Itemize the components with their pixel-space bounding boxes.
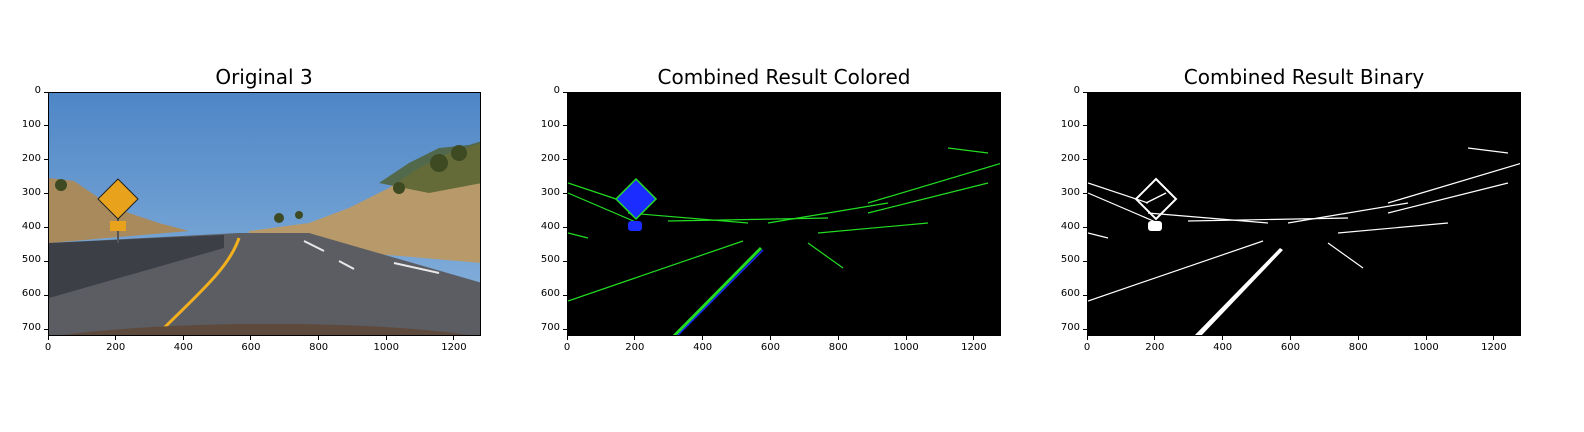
- y-tick-mark: [1083, 159, 1087, 161]
- y-tick-label: 300: [540, 186, 560, 198]
- x-tick-label: 1000: [893, 342, 919, 353]
- y-tick-mark: [563, 328, 567, 330]
- x-tick-label: 800: [309, 342, 329, 353]
- y-tick-label: 200: [540, 152, 560, 164]
- x-tick-label: 0: [1083, 342, 1091, 353]
- y-tick-mark: [563, 159, 567, 161]
- y-tick-mark: [1083, 227, 1087, 229]
- y-tick-mark: [44, 227, 48, 229]
- image-original: [48, 92, 481, 336]
- x-tick-mark: [769, 336, 771, 340]
- y-tick-mark: [44, 159, 48, 161]
- y-tick-mark: [44, 125, 48, 127]
- panel-binary: Combined Result Binary: [1087, 65, 1521, 336]
- panel-original: Original 3: [48, 65, 481, 336]
- panel-colored: Combined Result Colored: [567, 65, 1001, 336]
- x-tick-label: 600: [1280, 342, 1300, 353]
- x-tick-mark: [318, 336, 320, 340]
- x-tick-label: 1200: [961, 342, 987, 353]
- y-tick-label: 600: [21, 288, 41, 300]
- y-tick-mark: [563, 91, 567, 93]
- y-tick-label: 500: [1060, 254, 1080, 266]
- x-tick-label: 200: [625, 342, 645, 353]
- y-tick-label: 400: [1060, 220, 1080, 232]
- y-tick-label: 400: [21, 220, 41, 232]
- x-tick-mark: [47, 336, 49, 340]
- x-tick-label: 400: [693, 342, 713, 353]
- panel-title: Combined Result Colored: [657, 65, 911, 89]
- x-tick-label: 1000: [1413, 342, 1439, 353]
- y-tick-label: 500: [540, 254, 560, 266]
- y-tick-label: 300: [1060, 186, 1080, 198]
- panel-title: Combined Result Binary: [1183, 65, 1425, 89]
- y-tick-label: 600: [540, 288, 560, 300]
- y-tick-mark: [563, 294, 567, 296]
- x-tick-label: 0: [563, 342, 571, 353]
- panel-title: Original 3: [215, 65, 313, 89]
- y-tick-mark: [563, 260, 567, 262]
- y-tick-mark: [1083, 193, 1087, 195]
- x-tick-label: 800: [828, 342, 848, 353]
- y-tick-mark: [44, 328, 48, 330]
- x-tick-label: 800: [1348, 342, 1368, 353]
- x-tick-label: 200: [106, 342, 126, 353]
- y-tick-label: 700: [21, 322, 41, 334]
- x-tick-mark: [702, 336, 704, 340]
- y-tick-mark: [44, 91, 48, 93]
- y-tick-label: 500: [21, 254, 41, 266]
- x-tick-label: 0: [44, 342, 52, 353]
- x-tick-mark: [566, 336, 568, 340]
- y-tick-label: 400: [540, 220, 560, 232]
- x-tick-mark: [453, 336, 455, 340]
- y-tick-label: 0: [553, 85, 560, 96]
- y-tick-label: 700: [1060, 322, 1080, 334]
- x-tick-mark: [1357, 336, 1359, 340]
- x-tick-label: 1200: [1481, 342, 1507, 353]
- x-tick-mark: [115, 336, 117, 340]
- x-tick-mark: [837, 336, 839, 340]
- x-tick-mark: [182, 336, 184, 340]
- x-tick-mark: [973, 336, 975, 340]
- image-binary: [1087, 92, 1521, 336]
- x-tick-mark: [634, 336, 636, 340]
- x-tick-mark: [1289, 336, 1291, 340]
- y-tick-mark: [1083, 294, 1087, 296]
- x-tick-mark: [1086, 336, 1088, 340]
- x-tick-label: 1200: [441, 342, 467, 353]
- y-tick-label: 300: [21, 186, 41, 198]
- y-tick-label: 200: [1060, 152, 1080, 164]
- x-tick-mark: [1222, 336, 1224, 340]
- x-tick-mark: [1425, 336, 1427, 340]
- y-tick-mark: [563, 227, 567, 229]
- y-tick-label: 0: [1073, 85, 1080, 96]
- y-tick-label: 600: [1060, 288, 1080, 300]
- x-tick-mark: [1154, 336, 1156, 340]
- y-tick-mark: [563, 125, 567, 127]
- y-tick-mark: [1083, 328, 1087, 330]
- x-tick-mark: [250, 336, 252, 340]
- y-tick-mark: [44, 260, 48, 262]
- x-tick-mark: [1493, 336, 1495, 340]
- y-tick-mark: [44, 294, 48, 296]
- y-tick-label: 100: [1060, 118, 1080, 130]
- y-tick-mark: [563, 193, 567, 195]
- y-tick-label: 0: [34, 85, 41, 96]
- y-tick-label: 700: [540, 322, 560, 334]
- y-tick-mark: [1083, 260, 1087, 262]
- x-tick-label: 600: [760, 342, 780, 353]
- x-tick-label: 400: [1213, 342, 1233, 353]
- y-tick-mark: [1083, 91, 1087, 93]
- image-colored: [567, 92, 1001, 336]
- y-tick-mark: [1083, 125, 1087, 127]
- x-tick-label: 200: [1145, 342, 1165, 353]
- y-tick-label: 100: [540, 118, 560, 130]
- y-tick-mark: [44, 193, 48, 195]
- y-tick-label: 100: [21, 118, 41, 130]
- y-tick-label: 200: [21, 152, 41, 164]
- x-tick-label: 600: [241, 342, 261, 353]
- x-tick-label: 1000: [373, 342, 399, 353]
- x-tick-mark: [905, 336, 907, 340]
- x-tick-label: 400: [173, 342, 193, 353]
- x-tick-mark: [385, 336, 387, 340]
